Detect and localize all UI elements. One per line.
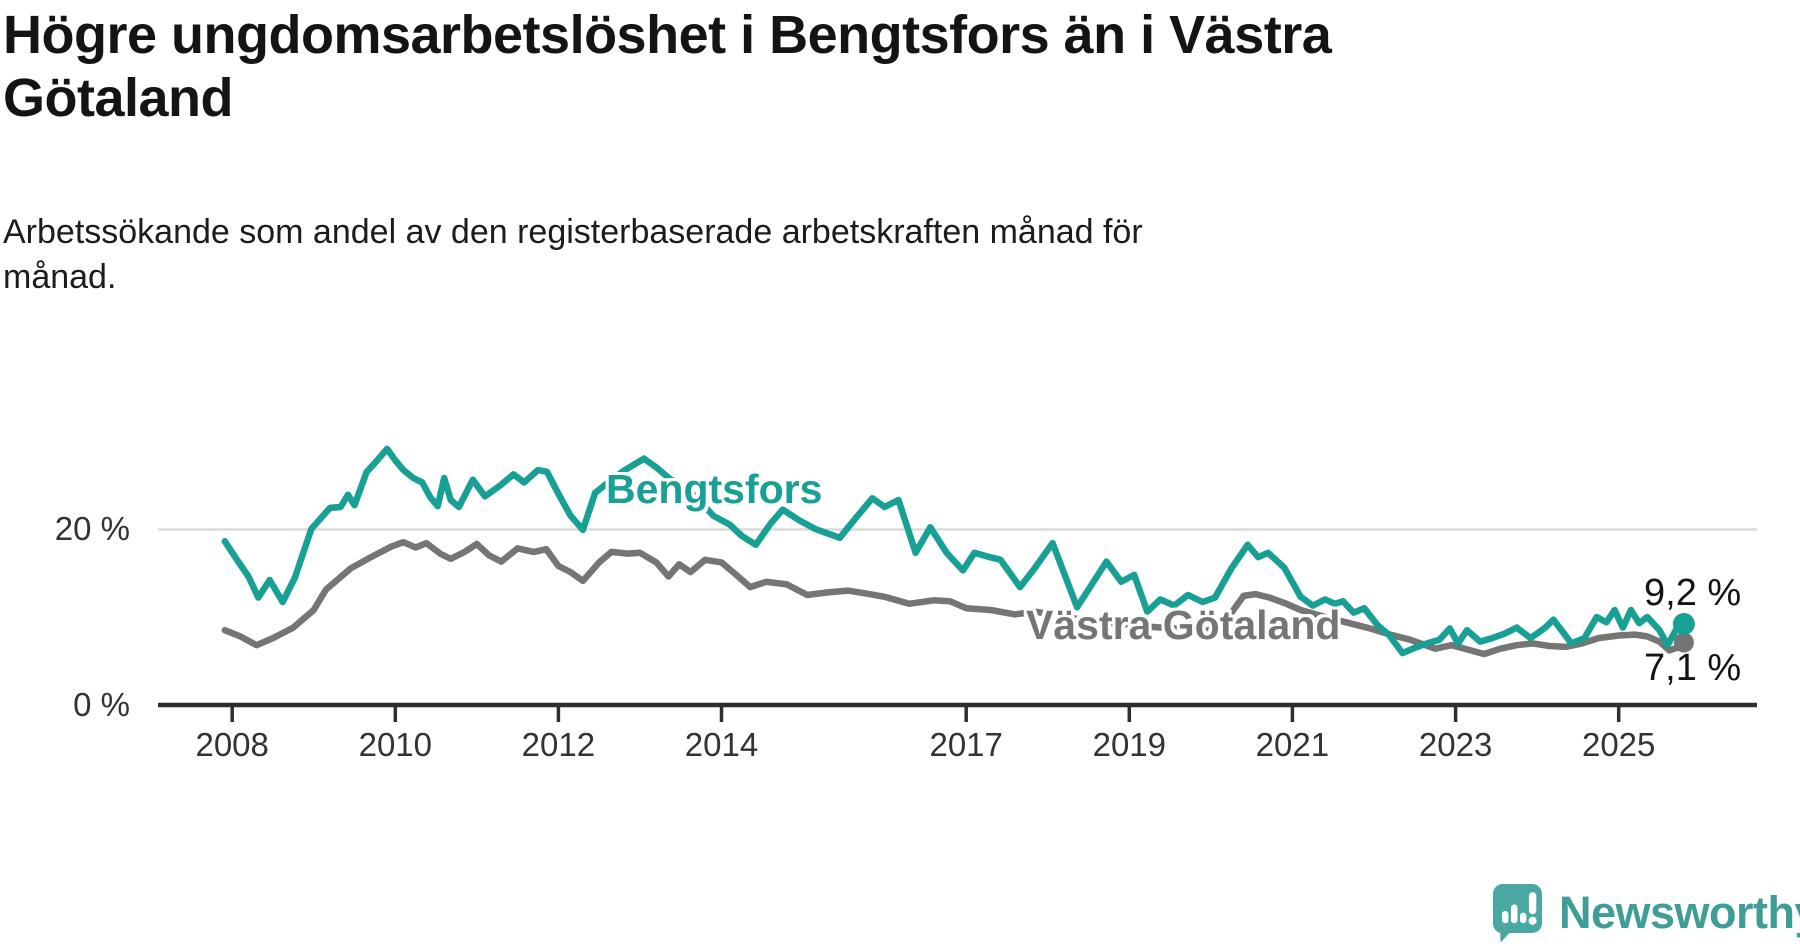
subtitle-line-2: månad. [3,258,117,296]
bar-2 [1510,904,1518,924]
x-axis-year-label-2021: 2021 [1255,726,1330,763]
bar-3 [1519,912,1527,924]
end-dot-bengtsfors [1672,613,1695,635]
exclamation-bar [1528,892,1537,915]
end-value-label-vastra-gotaland: 7,1 % [1644,647,1742,689]
chart-subtitle: Arbetssökande som andel av den registerb… [3,210,1503,300]
x-axis-year-label-2017: 2017 [929,726,1003,763]
x-axis-year-label-2012: 2012 [521,726,596,763]
x-axis-year-label-2014: 2014 [684,726,759,763]
x-axis-year-label-2010: 2010 [358,726,433,763]
newsworthy-logo-text: Newsworthy [1559,887,1800,938]
x-axis-year-label-2023: 2023 [1418,726,1493,763]
x-axis-year-label-2025: 2025 [1581,726,1656,763]
y-axis-label-20: 20 % [54,510,130,547]
x-axis-ticks [230,705,1621,722]
page-title: Högre ungdomsarbetslöshet i Bengtsfors ä… [3,4,1503,130]
end-value-label-bengtsfors: 9,2 % [1644,572,1742,614]
newsworthy-logo-icon [1493,884,1542,942]
line-bengtsfors [221,445,1688,657]
bar-1 [1501,910,1509,924]
series-label-vastra-gotaland: Västra Götaland [1026,602,1341,648]
series-label-bengtsfors: Bengtsfors [606,466,823,512]
y-axis-label-0: 0 % [73,686,130,723]
title-line-1: Högre ungdomsarbetslöshet i Bengtsfors ä… [3,5,1332,65]
exclamation-dot [1528,916,1537,925]
x-axis-year-label-2008: 2008 [195,726,269,763]
title-line-2: Götaland [3,68,234,128]
line-vastra-gotaland [221,538,1688,658]
end-dot-vastra-gotaland [1673,632,1694,653]
x-axis-year-label-2019: 2019 [1092,726,1167,763]
newsworthy-branding: Newsworthy [1493,884,1800,942]
subtitle-line-1: Arbetssökande som andel av den registerb… [3,213,1143,251]
